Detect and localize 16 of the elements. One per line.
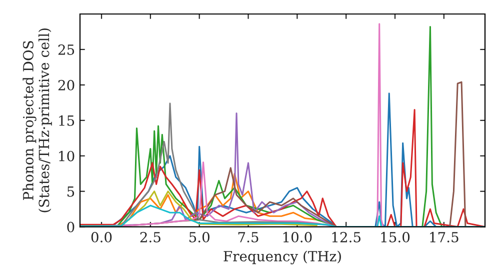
y-tick-label: 0 (67, 222, 74, 232)
x-tick-label: 17.5 (430, 232, 458, 242)
y-tick-label: 5 (67, 186, 74, 197)
x-tick-label: 15.0 (381, 232, 410, 242)
x-axis-title: Frequency (THz) (224, 250, 341, 264)
x-tick-label: 5.0 (189, 232, 210, 242)
y-tick-label: 15 (59, 115, 74, 126)
x-tick-label: 12.5 (332, 232, 360, 242)
y-tick-label: 10 (59, 150, 74, 162)
x-tick-label: 7.5 (238, 232, 258, 242)
y-axis-title: Phonon projected DOS (States/THz·primitive cell) (22, 28, 52, 212)
y-tick-label: 25 (58, 44, 74, 55)
x-tick-label: 2.5 (140, 232, 160, 242)
x-tick-label: 0.0 (91, 232, 112, 242)
y-tick-label: 20 (58, 80, 74, 90)
x-tick-label: 10.0 (283, 232, 312, 242)
